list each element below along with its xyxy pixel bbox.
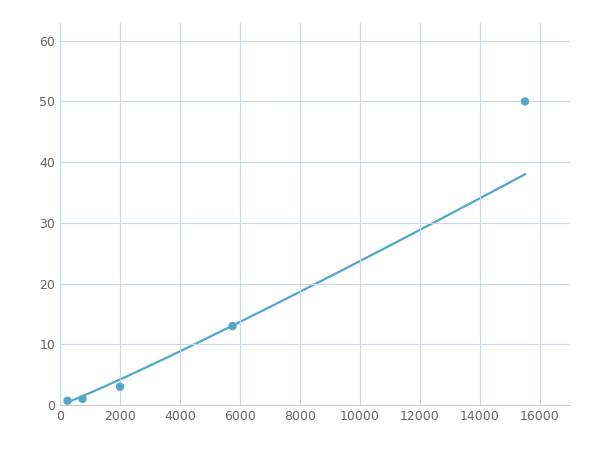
Point: [63, 397, 72, 405]
Point: [520, 98, 530, 105]
Point: [78, 396, 88, 403]
Point: [115, 383, 125, 391]
Point: [228, 323, 238, 330]
